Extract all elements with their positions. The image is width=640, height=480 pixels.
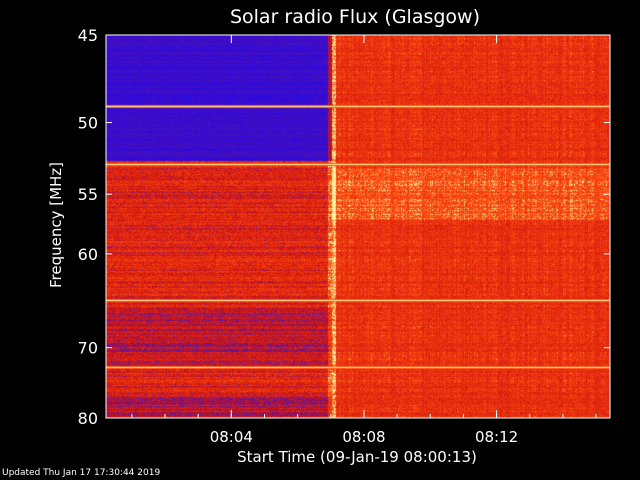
y-tick-label: 60 [78,245,98,264]
x-tick-label: 08:12 [475,428,518,446]
x-axis: 08:04 08:08 08:12 [131,35,597,446]
y-tick-label: 45 [78,26,98,45]
y-tick-label: 50 [78,114,98,133]
chart-title: Solar radio Flux (Glasgow) [230,6,480,28]
updated-timestamp: Updated Thu Jan 17 17:30:44 2019 [2,468,161,478]
x-tick-label: 08:08 [342,428,385,446]
y-axis: 45 50 55 60 70 80 [78,26,610,428]
y-tick-label: 80 [78,409,98,428]
spectrogram-heatmap [106,35,610,418]
spectrogram-raster [106,35,610,418]
plot-frame [105,34,611,419]
y-tick-label: 70 [78,339,98,358]
y-tick-label: 55 [78,185,98,204]
y-axis-label: Frequency [MHz] [47,162,65,288]
x-axis-label: Start Time (09-Jan-19 08:00:13) [237,448,477,466]
x-tick-label: 08:04 [210,428,253,446]
